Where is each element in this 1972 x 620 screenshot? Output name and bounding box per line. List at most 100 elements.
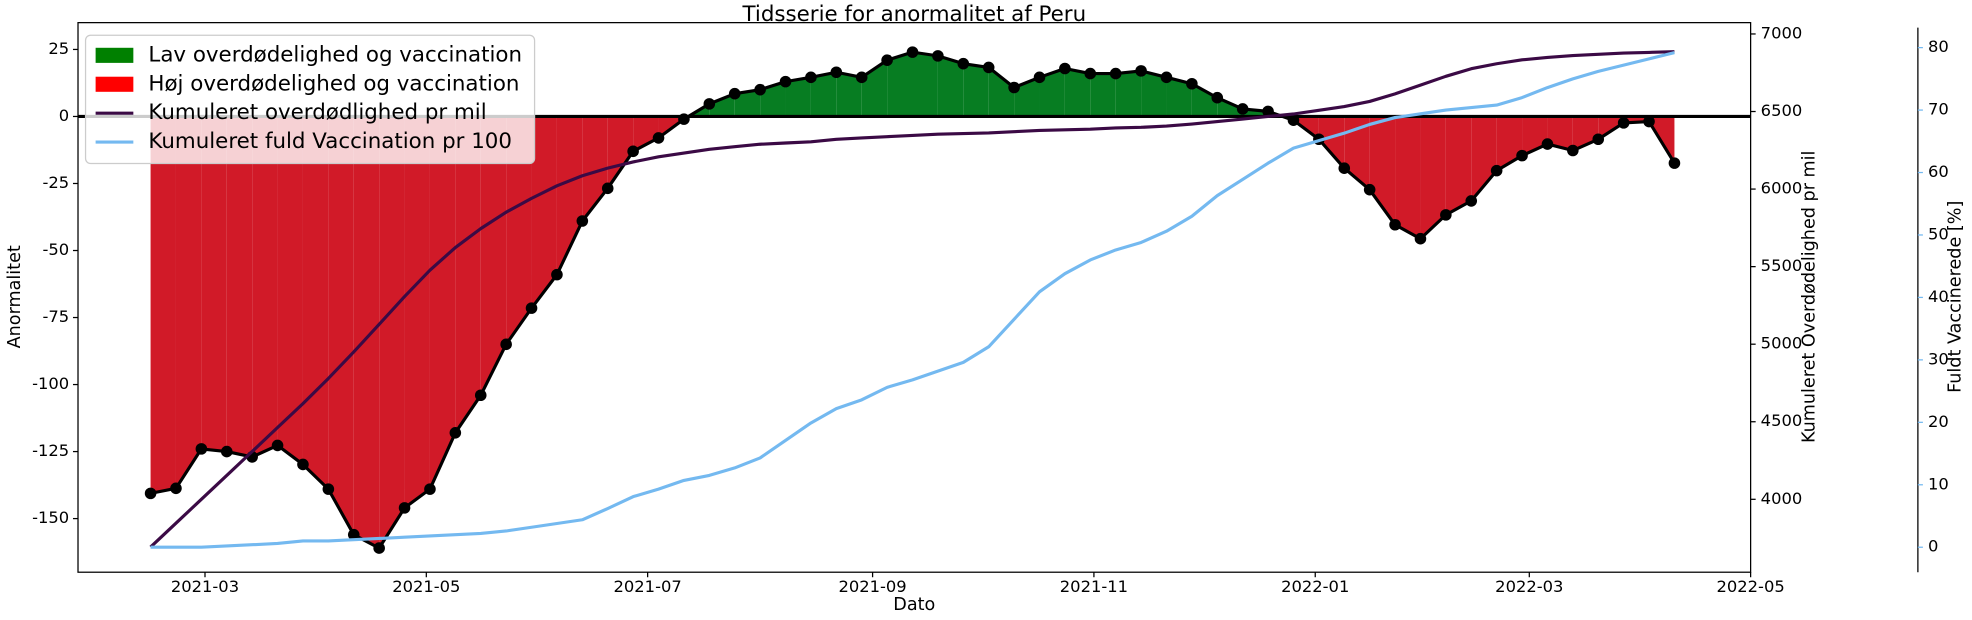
data-point — [576, 215, 589, 227]
y3-tick-label: 0 — [1928, 537, 1938, 556]
data-point — [1059, 62, 1071, 75]
area-fill — [379, 116, 405, 549]
data-point — [1668, 157, 1681, 169]
plot-frame — [77, 22, 1752, 573]
data-point — [424, 483, 436, 495]
data-point — [1109, 67, 1122, 80]
data-point — [1287, 114, 1300, 127]
data-point — [678, 113, 690, 125]
y2-tick-label: 6000 — [1761, 179, 1803, 198]
y-axis-label: Anormalitet — [5, 245, 25, 348]
area-fill — [201, 116, 227, 452]
area-fill — [912, 52, 938, 117]
data-point — [1592, 133, 1605, 146]
x-tick-label: 2021-03 — [171, 577, 239, 596]
y-tick-label: -25 — [43, 173, 70, 192]
x-tick-label: 2021-11 — [1060, 577, 1128, 596]
data-point — [627, 145, 639, 158]
series-line — [149, 50, 1675, 549]
area-fill — [1318, 116, 1345, 169]
data-point — [754, 83, 766, 96]
y2-axis-label: Kumuleret Overdødelighed pr mil — [1800, 151, 1820, 444]
y2-tick-label: 6500 — [1761, 101, 1803, 120]
data-point — [347, 528, 360, 541]
data-point — [1490, 164, 1503, 177]
data-point — [830, 66, 843, 79]
y-tick-label: -75 — [43, 307, 70, 326]
x-tick-label: 2021-09 — [838, 577, 906, 596]
area-fill — [1115, 70, 1142, 117]
data-point — [271, 439, 284, 452]
area-fill — [963, 63, 989, 117]
data-point — [932, 50, 944, 62]
y3-tick-label: 70 — [1928, 100, 1949, 119]
data-point — [1262, 105, 1274, 118]
area-fill — [988, 67, 1015, 117]
y-tick-label: 25 — [48, 39, 69, 58]
y-tick-label: 0 — [59, 106, 69, 125]
y-tick-label: -50 — [43, 240, 70, 259]
legend-label: Høj overdødelighed og vaccination — [148, 71, 519, 96]
area-fill — [1496, 116, 1523, 171]
data-point — [1516, 149, 1528, 162]
series-line — [150, 51, 1675, 549]
y3-tick-label: 50 — [1928, 224, 1949, 243]
data-point — [855, 71, 868, 84]
area-fill — [429, 116, 456, 490]
area-fill — [353, 116, 380, 549]
y3-tick-label: 80 — [1928, 37, 1949, 56]
data-point — [1389, 218, 1401, 231]
data-point — [1617, 117, 1630, 129]
y-tick-label: -125 — [32, 441, 69, 460]
data-point — [881, 54, 893, 66]
area-fill — [1217, 97, 1243, 117]
area-fill — [1014, 77, 1040, 117]
area-fill — [328, 116, 354, 535]
area-fill — [734, 89, 761, 117]
legend-swatch — [95, 76, 134, 92]
y3-tick-label: 40 — [1928, 287, 1949, 306]
data-point — [805, 71, 817, 84]
x-axis-label: Dato — [893, 595, 935, 615]
legend-box — [84, 34, 536, 165]
data-point — [703, 98, 716, 110]
x-tick-label: 2022-01 — [1281, 577, 1349, 596]
data-point — [500, 338, 512, 351]
data-point — [728, 87, 741, 100]
legend-label: Kumuleret fuld Vaccination pr 100 — [148, 129, 512, 154]
legend-label: Kumuleret overdødlighed pr mil — [148, 100, 486, 125]
y2-tick-label: 7000 — [1761, 23, 1803, 42]
area-fill — [836, 72, 862, 117]
data-point — [551, 268, 563, 281]
area-fill — [302, 116, 329, 490]
area-fill — [633, 116, 659, 152]
data-point — [1135, 65, 1147, 77]
legend-swatch — [95, 47, 134, 63]
area-fill — [937, 55, 964, 117]
data-point — [398, 502, 411, 514]
area-fill — [226, 116, 253, 457]
area-fill — [1395, 116, 1421, 239]
data-point — [982, 61, 995, 74]
data-point — [474, 389, 487, 402]
data-point — [1236, 103, 1249, 115]
chart-title: Tidsserie for anormalitet af Peru — [742, 2, 1087, 27]
data-point — [449, 427, 462, 439]
area-fill — [607, 116, 634, 189]
x-tick-label: 2022-05 — [1717, 577, 1785, 596]
data-point — [779, 75, 792, 88]
area-fill — [175, 116, 202, 489]
area-fill — [1141, 70, 1167, 117]
data-point — [1465, 195, 1478, 207]
y3-tick-label: 20 — [1928, 412, 1949, 431]
data-point — [1186, 77, 1198, 90]
data-point — [373, 542, 385, 554]
area-fill — [760, 81, 786, 117]
data-point — [1414, 232, 1427, 245]
area-fill — [887, 52, 913, 117]
area-fill — [785, 77, 811, 117]
data-point — [525, 302, 538, 314]
data-point — [957, 57, 970, 70]
